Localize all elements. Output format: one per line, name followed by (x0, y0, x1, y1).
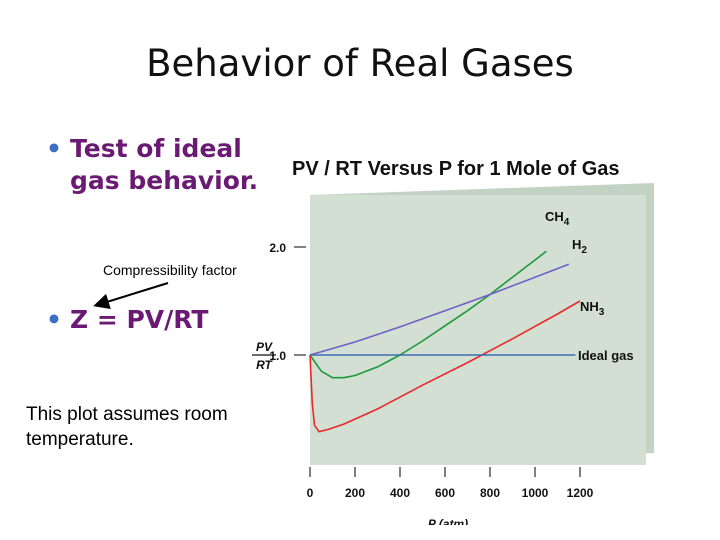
x-tick-label: 200 (345, 486, 365, 500)
x-tick-label: 1000 (522, 486, 549, 500)
room-temperature-note: This plot assumes room temperature. (26, 404, 228, 450)
series-line-nh3 (309, 300, 581, 433)
series-line-h2 (309, 263, 570, 356)
chart-title: PV / RT Versus P for 1 Mole of Gas (292, 158, 620, 180)
series-label-h2: H2 (572, 237, 587, 256)
series-line-ch4 (309, 250, 547, 379)
annotation-arrow-line (93, 282, 169, 310)
slide-title: Behavior of Real Gases (146, 42, 574, 85)
bullet-dot-icon: • (46, 134, 62, 163)
y-axis-label-numerator: PV (256, 340, 273, 354)
y-tick-label: 2.0 (269, 241, 286, 255)
series-label-ch4: CH4 (545, 209, 570, 228)
series-label-nh3: NH3 (580, 299, 605, 318)
bullet-test-ideal-gas: • Test of ideal gas behavior. (46, 133, 270, 197)
bullet-text: Z = PV/RT (70, 305, 209, 334)
series-label-ideal-gas: Ideal gas (578, 348, 634, 363)
y-axis-label-denominator: RT (256, 358, 273, 372)
x-tick-label: 600 (435, 486, 455, 500)
x-axis-label: P (atm) (428, 517, 468, 525)
x-tick-label: 0 (307, 486, 314, 500)
x-tick-label: 400 (390, 486, 410, 500)
bullet-text: Test of ideal gas behavior. (70, 134, 259, 195)
bullet-dot-icon: • (46, 305, 62, 334)
x-tick-label: 1200 (567, 486, 594, 500)
compressibility-chart: PV / RT Versus P for 1 Mole of Gas 1.0 2.0… (252, 158, 654, 525)
x-tick-label: 800 (480, 486, 500, 500)
compressibility-factor-label: Compressibility factor (103, 262, 237, 278)
bullet-z-equation: • Z = PV/RT (46, 304, 270, 336)
y-tick-label: 1.0 (269, 349, 286, 363)
plot-background (310, 195, 646, 465)
